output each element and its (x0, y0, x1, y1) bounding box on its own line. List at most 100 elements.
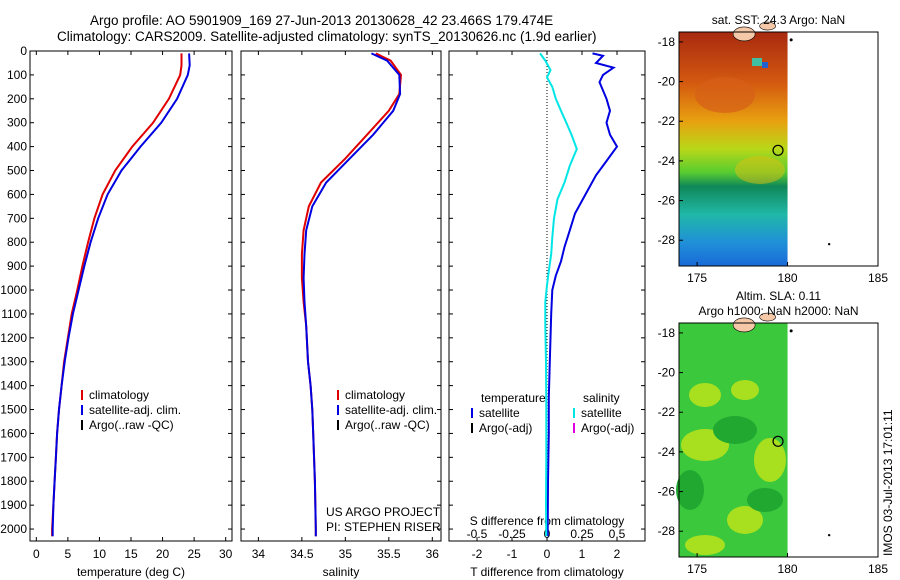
land-dot (827, 533, 831, 537)
y-tick-label: 1000 (0, 283, 27, 297)
map-y-tick-label: -18 (658, 35, 676, 49)
sla-blob (731, 380, 759, 400)
sla-blob (676, 470, 704, 510)
map-y-tick-label: -24 (658, 445, 676, 459)
y-tick-label: 2000 (0, 522, 27, 536)
map-y-tick-label: -20 (658, 75, 676, 89)
argo-location-marker (772, 144, 784, 156)
x-tick-label: -1 (507, 547, 518, 561)
timestamp-stamp: IMOS 03-Jul-2013 17:01:11 (881, 409, 895, 556)
legend-title: salinity (583, 391, 620, 405)
map-title: Argo h1000: NaN h2000: NaN (698, 304, 858, 318)
legend-label: satellite-adj. clim. (345, 403, 437, 417)
map-x-tick-label: 180 (778, 562, 798, 576)
map-x-tick-label: 175 (687, 562, 707, 576)
land-island (759, 312, 776, 322)
map-x-tick-label: 185 (868, 562, 888, 576)
x-tick-label: 25 (187, 547, 201, 561)
land-dot (789, 38, 793, 42)
y-tick-label: 1800 (0, 474, 27, 488)
sla-blob (685, 535, 725, 555)
series-line-satellite-adj-clim- (302, 52, 402, 537)
x-tick-label: 5 (65, 547, 72, 561)
y-tick-label: 1900 (0, 498, 27, 512)
x-tick-label: 0 (544, 547, 551, 561)
sst-blob (695, 77, 755, 113)
y-tick-label: 800 (7, 235, 27, 249)
land-dot (789, 329, 793, 333)
land-island (759, 21, 776, 31)
sla-blob (713, 416, 757, 444)
map-sst: 175 180 185 -18 -20 -22 -24 -26 -28 sat. SST: 24.… (658, 13, 889, 285)
land-island (732, 26, 756, 42)
title-line-2: Climatology: CARS2009. Satellite-adjuste… (57, 29, 597, 44)
top-tick-label: 0.25 (570, 527, 594, 541)
y-tick-label: 1700 (0, 450, 27, 464)
y-tick-label: 0 (20, 44, 27, 58)
legend-label: satellite-adj. clim. (89, 403, 181, 417)
x-tick-label: 0 (33, 547, 40, 561)
top-tick-label: 0.5 (609, 527, 626, 541)
map-frame (678, 322, 879, 558)
x-tick-label: 36 (426, 547, 440, 561)
x-tick-label: 34 (252, 547, 266, 561)
map-sla: 175 180 185 -18 -20 -22 -24 -26 -28 Altim. SLA: 0… (658, 289, 889, 576)
y-tick-label: 400 (7, 140, 27, 154)
y-tick-label: 1200 (0, 331, 27, 345)
title-line-1: Argo profile: AO 5901909_169 27-Jun-2013… (90, 13, 554, 28)
sst-blob (735, 156, 785, 184)
x-axis-label: T difference from climatology (470, 565, 624, 579)
y-tick-label: 300 (7, 116, 27, 130)
top-tick-label: -0.25 (498, 527, 526, 541)
annotation-line: US ARGO PROJECT (326, 505, 441, 519)
map-y-tick-label: -24 (658, 154, 676, 168)
panel-salinity: 34 34.5 35 35.5 36 salinity climatologysatelli… (240, 50, 442, 579)
series-line-satellite-adj-clim- (51, 53, 191, 537)
y-tick-label: 900 (7, 259, 27, 273)
panel-difference: T difference from climatology -2 -1 0 1 2 -0.5… (448, 50, 646, 579)
x-tick-label: 15 (124, 547, 138, 561)
annotation-line: PI: STEPHEN RISER (326, 520, 441, 534)
map-y-tick-label: -28 (658, 524, 676, 538)
x-tick-label: 20 (156, 547, 170, 561)
x-axis-label: salinity (323, 565, 360, 579)
legend-title: temperature (481, 391, 546, 405)
y-tick-label: 100 (7, 68, 27, 82)
y-tick-label: 700 (7, 211, 27, 225)
legend-label: satellite (581, 406, 622, 420)
legend-label: Argo(..raw -QC) (89, 418, 174, 432)
legend-label: Argo(-adj) (479, 421, 532, 435)
map-title: sat. SST: 24.3 Argo: NaN (712, 13, 845, 27)
sla-blob (754, 438, 786, 482)
y-tick-label: 1500 (0, 403, 27, 417)
y-tick-label: 1100 (1, 307, 27, 321)
x-axis-label: temperature (deg C) (77, 565, 185, 579)
sla-blob (689, 383, 721, 407)
x-tick-label: 2 (614, 547, 621, 561)
legend-label: climatology (345, 388, 405, 402)
y-tick-label: 1600 (0, 426, 27, 440)
map-y-tick-label: -22 (658, 405, 676, 419)
y-tick-label: 1300 (0, 355, 27, 369)
map-x-tick-label: 180 (778, 271, 798, 285)
legend-label: climatology (89, 388, 149, 402)
top-tick-label: -0.5 (467, 527, 488, 541)
y-tick-label: 600 (7, 187, 27, 201)
map-y-tick-label: -22 (658, 114, 676, 128)
map-x-tick-label: 185 (868, 271, 888, 285)
series-line-climatology (51, 53, 183, 537)
y-tick-label: 200 (7, 92, 27, 106)
x-tick-label: 1 (579, 547, 586, 561)
panel-temperature: 0100200300400500600700800900100011001200… (0, 44, 232, 579)
panel-frame-salinity (240, 50, 442, 542)
map-y-tick-label: -26 (658, 485, 676, 499)
x-tick-label: 30 (219, 547, 233, 561)
legend-label: satellite (479, 406, 520, 420)
map-frame (678, 31, 879, 267)
x-tick-label: 34.5 (290, 547, 314, 561)
argo-location-marker (772, 435, 784, 447)
x-tick-label: 35.5 (377, 547, 401, 561)
legend-label: Argo(..raw -QC) (345, 418, 430, 432)
map-title: Altim. SLA: 0.11 (736, 289, 821, 303)
